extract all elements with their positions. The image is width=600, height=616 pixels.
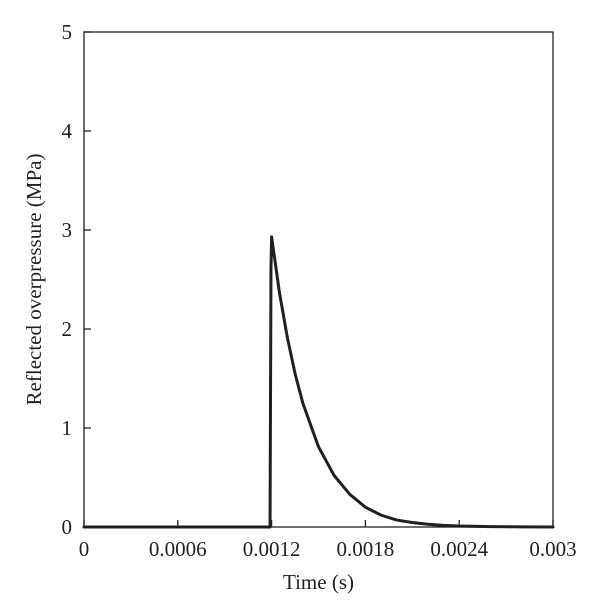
x-tick-label-1: 0.0006 [149,537,207,561]
x-tick-labels: 0 0.0006 0.0012 0.0018 0.0024 0.003 [79,537,577,561]
x-tick-label-3: 0.0018 [337,537,395,561]
x-tick-label-0: 0 [79,537,90,561]
x-tick-label-2: 0.0012 [243,537,301,561]
plot-frame [83,31,554,528]
y-tick-label-0: 0 [62,515,73,539]
y-axis-title: Reflected overpressure (MPa) [22,154,46,406]
y-tick-label-4: 4 [62,119,73,143]
y-tick-label-2: 2 [62,317,73,341]
x-axis-title: Time (s) [283,570,354,594]
y-tick-label-3: 3 [62,218,73,242]
y-ticks [84,31,91,528]
y-tick-label-1: 1 [62,416,73,440]
series-line [82,235,555,529]
x-tick-label-4: 0.0024 [430,537,488,561]
y-tick-labels: 0 1 2 3 4 5 [62,20,73,539]
y-tick-label-5: 5 [62,20,73,44]
x-tick-label-5: 0.003 [529,537,576,561]
